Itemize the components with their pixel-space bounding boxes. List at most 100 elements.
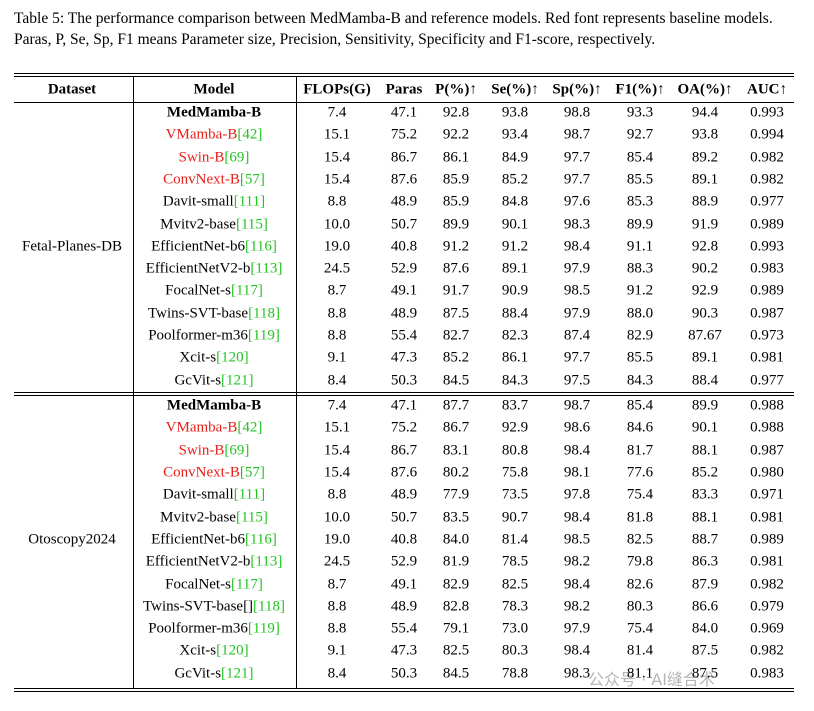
model-cell: EfficientNet-b6[116]: [151, 238, 277, 255]
header-cell: Dataset: [47, 81, 97, 98]
table-cell: 52.9: [390, 553, 418, 570]
caption: Table 5: The performance comparison betw…: [14, 10, 773, 48]
citation: [119]: [247, 327, 280, 344]
table-cell: 98.7: [563, 126, 591, 143]
header-cell: P(%)↑: [435, 81, 477, 98]
table-cell: 82.8: [442, 598, 470, 615]
table-cell: 0.977: [750, 372, 784, 389]
model-cell: Poolformer-m36[119]: [148, 621, 280, 638]
table-cell: 82.9: [442, 576, 470, 592]
table-cell: 0.981: [750, 553, 784, 570]
table-cell: 88.3: [626, 260, 654, 277]
model-cell: EfficientNet-b6[116]: [151, 531, 277, 548]
table-cell: 47.3: [390, 349, 418, 366]
table-cell: 52.9: [390, 260, 418, 277]
dataset-label: Otoscopy2024: [28, 531, 116, 548]
table-cell: 15.4: [323, 171, 351, 188]
table-cell: 82.5: [442, 642, 470, 659]
table-cell: 80.2: [442, 464, 470, 481]
table-cell: 98.3: [563, 665, 591, 682]
table-cell: 91.1: [626, 238, 654, 255]
table-cell: 85.9: [442, 171, 470, 188]
table-cell: 98.5: [563, 282, 591, 299]
header-cell: OA(%)↑: [677, 81, 733, 98]
table-cell: 0.969: [750, 620, 784, 637]
citation: [115]: [235, 216, 268, 232]
table-cell: 86.3: [691, 553, 719, 570]
model-name: EfficientNetV2-b: [145, 260, 251, 277]
table-cell: 98.6: [563, 419, 591, 436]
header-cell: Sp(%)↑: [552, 81, 602, 98]
model-name: ConvNext-B: [163, 464, 240, 481]
table-cell: 83.5: [442, 509, 470, 526]
table-cell: 91.7: [442, 282, 470, 299]
header-cell: Model: [193, 81, 235, 98]
table-cell: 78.5: [501, 553, 529, 570]
table-cell: 80.8: [501, 442, 529, 459]
table-cell: 78.3: [501, 598, 529, 615]
model-cell: GcVit-s[121]: [174, 372, 253, 389]
rule: [14, 690, 794, 692]
dataset-label: Fetal-Planes-DB: [22, 238, 122, 255]
citation: [113]: [250, 553, 283, 570]
header-cell: F1(%)↑: [615, 81, 665, 98]
table-cell: 84.5: [442, 372, 470, 389]
model-name: MedMamba-B: [166, 397, 262, 414]
header-cell: AUC↑: [747, 81, 787, 98]
table-cell: 0.981: [750, 349, 784, 366]
model-cell: ConvNext-B[57]: [163, 171, 265, 188]
rule: [296, 77, 297, 688]
rule: [14, 76, 794, 77]
table-cell: 50.7: [390, 509, 418, 526]
table-cell: 87.7: [442, 397, 470, 414]
table-cell: 87.6: [390, 464, 418, 481]
table-cell: 55.4: [390, 327, 418, 344]
model-name: VMamba-B: [165, 419, 238, 436]
citation: [116]: [244, 238, 277, 255]
table-cell: 15.4: [323, 149, 351, 166]
table-cell: 86.1: [501, 349, 529, 366]
table-cell: 8.8: [327, 598, 347, 615]
table-cell: 19.0: [323, 531, 351, 548]
table-cell: 86.7: [442, 419, 470, 436]
table-cell: 87.5: [691, 665, 719, 682]
model-cell: EfficientNetV2-b[113]: [146, 261, 283, 278]
table-cell: 87.4: [563, 327, 591, 344]
table-cell: 47.1: [390, 104, 418, 121]
table-cell: 73.5: [501, 486, 529, 503]
table-cell: 84.8: [501, 193, 529, 210]
model-cell: Xcit-s[120]: [179, 350, 248, 367]
table-cell: 8.8: [327, 486, 347, 503]
table-cell: 85.2: [501, 171, 529, 188]
table-cell: 85.2: [442, 349, 470, 366]
table-cell: 19.0: [323, 238, 351, 255]
table-cell: 92.9: [501, 419, 529, 436]
model-name: Xcit-s: [179, 642, 217, 659]
table-cell: 9.1: [327, 642, 347, 659]
table-cell: 49.1: [390, 576, 418, 592]
table-cell: 75.4: [626, 486, 654, 503]
model-name: Swin-B: [178, 442, 225, 459]
model-name: VMamba-B: [165, 126, 238, 143]
table-cell: 93.8: [691, 126, 719, 143]
table-cell: 8.7: [327, 282, 347, 299]
table-cell: 83.7: [501, 397, 529, 414]
table-cell: 81.7: [626, 442, 654, 459]
model-name: Mvitv2-base: [160, 509, 236, 526]
table-cell: 97.7: [563, 149, 591, 166]
table-cell: 85.3: [626, 193, 654, 210]
table-cell: 98.2: [563, 598, 591, 615]
table-cell: 15.4: [323, 464, 351, 481]
model-name: EfficientNetV2-b: [145, 553, 251, 570]
table-cell: 81.9: [442, 553, 470, 570]
table-cell: 10.0: [323, 509, 351, 526]
table-cell: 91.9: [691, 216, 719, 232]
model-cell: MedMamba-B: [167, 105, 261, 122]
table-cell: 97.7: [563, 349, 591, 366]
table-cell: 50.3: [390, 665, 418, 682]
table-cell: 98.7: [563, 397, 591, 414]
table-cell: 97.9: [563, 260, 591, 277]
table-cell: 97.7: [563, 171, 591, 188]
table-cell: 89.1: [501, 260, 529, 277]
model-cell: Mvitv2-base[115]: [160, 509, 268, 526]
